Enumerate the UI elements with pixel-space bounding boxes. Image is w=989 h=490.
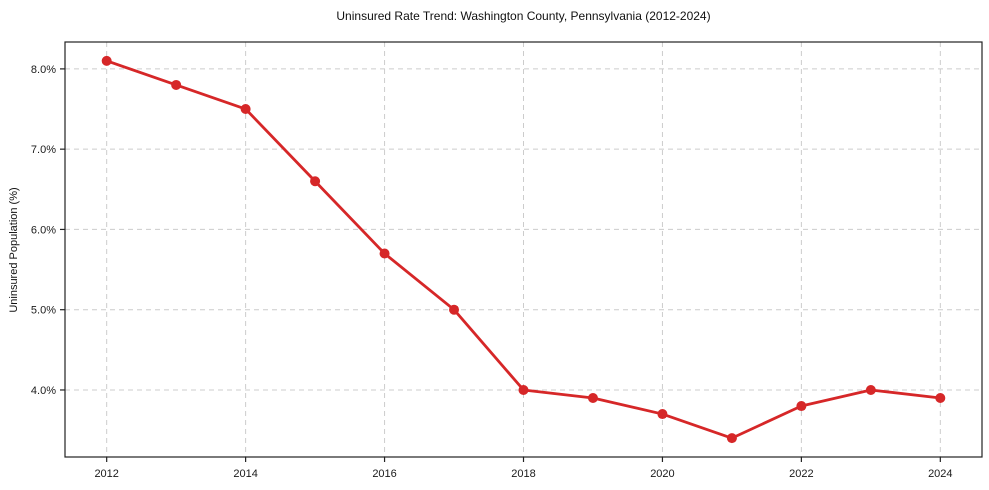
plot-border	[64, 41, 983, 458]
x-tick-label: 2020	[650, 468, 674, 480]
data-point-2020	[657, 409, 668, 420]
x-tick-label: 2018	[511, 468, 535, 480]
data-point-2014	[240, 104, 251, 115]
x-tick-label: 2016	[372, 468, 396, 480]
y-tick-label: 7.0%	[31, 144, 56, 156]
x-tick-label: 2014	[233, 468, 257, 480]
data-point-2022	[796, 401, 807, 412]
x-tick-label: 2022	[789, 468, 813, 480]
y-tick-label: 8.0%	[31, 64, 56, 76]
data-point-2023	[865, 384, 876, 395]
data-point-2019	[587, 393, 598, 404]
data-point-2012	[101, 55, 112, 66]
data-point-2018	[518, 384, 529, 395]
y-tick-label: 4.0%	[31, 385, 56, 397]
data-point-2016	[379, 248, 390, 259]
x-tick-label: 2024	[928, 468, 952, 480]
y-tick-label: 6.0%	[31, 224, 56, 236]
data-point-2021	[726, 433, 737, 444]
y-tick-label: 5.0%	[31, 305, 56, 317]
data-point-2017	[449, 304, 460, 315]
chart-title: Uninsured Rate Trend: Washington County,…	[336, 9, 711, 23]
x-tick-label: 2012	[94, 468, 118, 480]
data-point-2013	[171, 79, 182, 90]
data-point-2015	[310, 176, 321, 187]
data-point-2024	[935, 393, 946, 404]
